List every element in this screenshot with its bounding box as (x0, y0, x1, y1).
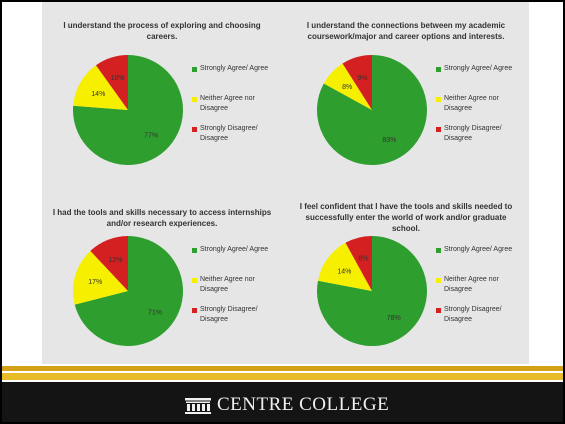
slice-label-disagree: 12% (108, 257, 122, 264)
slice-label-neutral: 14% (337, 268, 351, 275)
pie-slice-agree (316, 236, 427, 346)
legend-item-agree: Strongly Agree/ Agree (192, 64, 282, 94)
pie-slice-neutral (317, 242, 372, 291)
slice-label-disagree: 8% (358, 255, 368, 262)
pie-slice-agree (74, 236, 184, 346)
legend-item-disagree: Strongly Disagree/ Disagree (192, 124, 282, 154)
pie-chart-2: I understand the connections between my … (286, 2, 529, 183)
legend-item-neutral: Neither Agree nor Disagree (436, 275, 526, 305)
legend-item-neutral: Neither Agree nor Disagree (436, 94, 526, 124)
pie-slice-agree (73, 55, 184, 166)
legend-item-agree: Strongly Agree/ Agree (436, 64, 526, 94)
pie-svg: 78% 14% 8% (316, 236, 427, 346)
legend-swatch-agree (192, 67, 197, 72)
pie-svg: 83% 8% 9% (316, 55, 427, 166)
chart-title: I feel confident that I have the tools a… (299, 202, 513, 233)
slice-label-neutral: 17% (88, 279, 102, 286)
gold-stripe-top (2, 366, 563, 371)
legend-label: Strongly Agree/ Agree (200, 65, 269, 72)
legend-label: Strongly Disagree/ Disagree (444, 125, 502, 142)
legend-swatch-neutral (436, 97, 441, 102)
legend-item-neutral: Neither Agree nor Disagree (192, 94, 282, 124)
legend-item-disagree: Strongly Disagree/ Disagree (436, 305, 526, 335)
slice-label-neutral: 14% (91, 91, 105, 98)
legend-label: Strongly Agree/ Agree (444, 65, 513, 72)
pie-chart-4: I feel confident that I have the tools a… (286, 183, 529, 364)
legend-swatch-disagree (436, 308, 441, 313)
pie-slice-disagree (95, 55, 128, 110)
pie-svg: 71% 17% 12% (73, 236, 184, 346)
chart-title: I understand the connections between my … (306, 21, 506, 41)
pie-chart-3: I had the tools and skills necessary to … (42, 183, 285, 364)
chart-legend: Strongly Agree/ Agree Neither Agree nor D… (192, 64, 282, 154)
legend-swatch-agree (436, 67, 441, 72)
legend-swatch-disagree (436, 127, 441, 132)
legend-swatch-neutral (192, 97, 197, 102)
legend-label: Strongly Disagree/ Disagree (200, 306, 258, 323)
legend-swatch-agree (436, 248, 441, 253)
legend-label: Strongly Agree/ Agree (200, 246, 269, 253)
pie-slice-agree (316, 55, 427, 166)
legend-label: Strongly Disagree/ Disagree (444, 306, 502, 323)
college-name: CENTRE COLLEGE (217, 394, 390, 415)
legend-swatch-neutral (192, 278, 197, 283)
pie-slice-neutral (323, 63, 372, 110)
legend-label: Neither Agree nor Disagree (444, 276, 499, 293)
chart-title: I had the tools and skills necessary to … (52, 208, 272, 228)
legend-swatch-disagree (192, 127, 197, 132)
legend-swatch-disagree (192, 308, 197, 313)
pie-slice-neutral (73, 250, 128, 305)
pie-slice-disagree (90, 236, 128, 291)
legend-label: Neither Agree nor Disagree (200, 95, 255, 112)
slice-label-agree: 77% (144, 133, 158, 140)
legend-item-disagree: Strongly Disagree/ Disagree (436, 124, 526, 154)
chart-legend: Strongly Agree/ Agree Neither Agree nor D… (436, 64, 526, 154)
legend-swatch-neutral (436, 278, 441, 283)
slice-label-neutral: 8% (342, 84, 352, 91)
legend-item-agree: Strongly Agree/ Agree (436, 245, 526, 275)
slice-label-agree: 78% (387, 315, 401, 322)
legend-label: Strongly Agree/ Agree (444, 246, 513, 253)
pie-chart-1: I understand the process of exploring an… (42, 2, 285, 183)
slice-label-disagree: 9% (357, 75, 367, 82)
slice-label-agree: 71% (148, 309, 162, 316)
legend-label: Neither Agree nor Disagree (200, 276, 255, 293)
chart-legend: Strongly Agree/ Agree Neither Agree nor D… (436, 245, 526, 335)
pie-svg: 77% 14% 10% (73, 55, 184, 166)
legend-item-agree: Strongly Agree/ Agree (192, 245, 282, 275)
pie-slice-neutral (73, 65, 128, 110)
footer-bar: CENTRE COLLEGE (2, 382, 563, 422)
columned-building-icon (185, 398, 211, 414)
pie-slice-disagree (345, 236, 372, 291)
legend-item-disagree: Strongly Disagree/ Disagree (192, 305, 282, 335)
slice-label-disagree: 10% (111, 75, 125, 82)
chart-title: I understand the process of exploring an… (63, 21, 261, 41)
pie-slice-disagree (342, 55, 372, 110)
slice-label-agree: 83% (382, 137, 396, 144)
legend-label: Neither Agree nor Disagree (444, 95, 499, 112)
legend-item-neutral: Neither Agree nor Disagree (192, 275, 282, 305)
chart-legend: Strongly Agree/ Agree Neither Agree nor D… (192, 245, 282, 335)
gold-stripe-bottom (2, 373, 563, 380)
legend-swatch-agree (192, 248, 197, 253)
legend-label: Strongly Disagree/ Disagree (200, 125, 258, 142)
